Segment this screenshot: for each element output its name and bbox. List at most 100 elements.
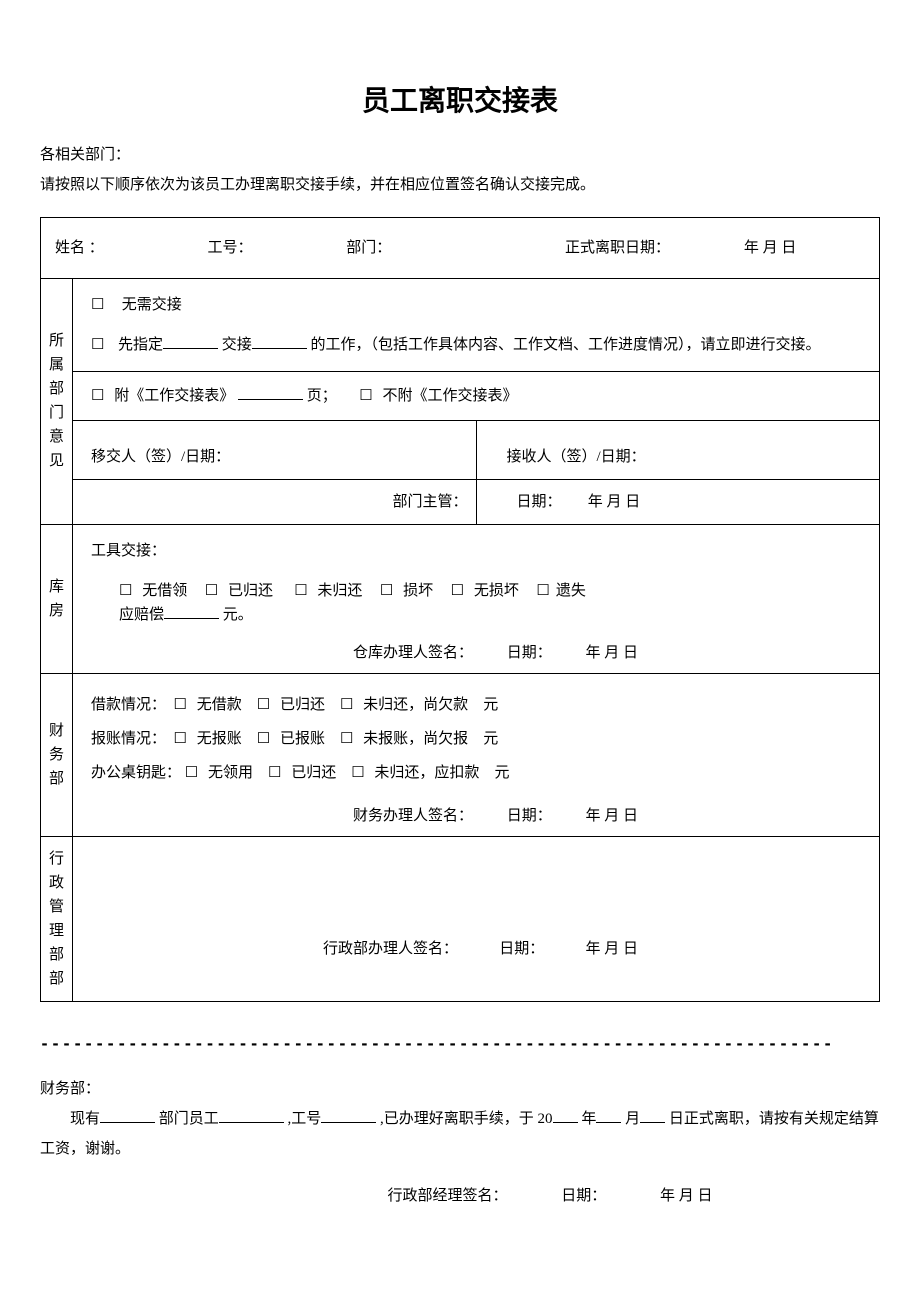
receiver-sig-label: 接收人（签）/日期： <box>507 449 646 465</box>
loan-unit: 元 <box>483 697 498 713</box>
checkbox-icon[interactable]: ☐ <box>268 764 281 781</box>
checkbox-icon[interactable]: ☐ <box>185 764 198 781</box>
section3-header: 财务部 <box>41 673 73 836</box>
checkbox-icon[interactable]: ☐ <box>91 296 104 313</box>
blank-field[interactable] <box>553 1108 578 1123</box>
fb6: 月 <box>625 1111 640 1127</box>
footer-signature: 行政部经理签名： 日期： 年 月 日 <box>40 1184 880 1208</box>
warehouse-sig-label: 仓库办理人签名： <box>353 645 473 661</box>
checkbox-icon[interactable]: ☐ <box>294 582 307 599</box>
compensate-post: 元。 <box>223 607 253 623</box>
footer-date-label: 日期： <box>561 1188 606 1204</box>
attach-post: 页； <box>307 388 337 404</box>
dept-date-cell: 日期： 年 月 日 <box>476 479 880 524</box>
opt2-post: 的工作，（包括工作具体内容、工作文档、工作进度情况），请立即进行交接。 <box>311 337 821 353</box>
fb2: 部门员工 <box>159 1111 219 1127</box>
section2-body: 工具交接： ☐ 无借领 ☐ 已归还 ☐ 未归还 ☐ 损坏 ☐ 无损坏 ☐遗失 应… <box>73 524 880 633</box>
opt-damaged: 损坏 <box>403 583 433 599</box>
key-opt1: 已归还 <box>291 765 336 781</box>
section4-header: 行政管理部部 <box>41 836 73 1001</box>
expense-opt2: 未报账，尚欠报 <box>363 731 468 747</box>
fb1: 现有 <box>70 1111 100 1127</box>
expense-label: 报账情况： <box>91 731 166 747</box>
date-label: 日期： <box>507 808 552 824</box>
checkbox-icon[interactable]: ☐ <box>119 582 132 599</box>
empid-label: 工号： <box>208 240 253 256</box>
section1-attachment: ☐ 附《工作交接表》 页； ☐ 不附《工作交接表》 <box>73 371 880 420</box>
checkbox-icon[interactable]: ☐ <box>359 387 372 404</box>
fb3: ,工号 <box>288 1111 322 1127</box>
blank-field[interactable] <box>164 604 219 619</box>
date-suffix: 年 月 日 <box>586 808 639 824</box>
finance-body: 现有 部门员工 ,工号 ,已办理好离职手续，于 20 年 月 日正式离职，请按有… <box>40 1104 880 1164</box>
blank-field[interactable] <box>321 1108 376 1123</box>
blank-field[interactable] <box>163 334 218 349</box>
date-label: 日期： <box>517 494 562 510</box>
blank-field[interactable] <box>100 1108 155 1123</box>
finance-notice-block: 财务部： 现有 部门员工 ,工号 ,已办理好离职手续，于 20 年 月 日正式离… <box>40 1074 880 1164</box>
checkbox-icon[interactable]: ☐ <box>174 730 187 747</box>
loan-label: 借款情况： <box>91 697 166 713</box>
key-opt2: 未归还，应扣款 <box>374 765 479 781</box>
separator-line: ----------------------------------------… <box>40 1032 880 1056</box>
blank-field[interactable] <box>252 334 307 349</box>
handover-sig-cell: 移交人（签）/日期： <box>73 420 476 479</box>
checkbox-icon[interactable]: ☐ <box>91 387 104 404</box>
opt-notreturned: 未归还 <box>317 583 362 599</box>
fb4: ,已办理好离职手续，于 20 <box>380 1111 553 1127</box>
page-title: 员工离职交接表 <box>40 80 880 125</box>
blank-field[interactable] <box>596 1108 621 1123</box>
checkbox-icon[interactable]: ☐ <box>340 730 353 747</box>
tools-label: 工具交接： <box>91 539 861 563</box>
blank-field[interactable] <box>640 1108 665 1123</box>
section4-sig: 行政部办理人签名： 日期： 年 月 日 <box>73 896 880 1001</box>
section1-options: ☐ 无需交接 ☐ 先指定 交接 的工作，（包括工作具体内容、工作文档、工作进度情… <box>73 278 880 371</box>
loan-opt0: 无借款 <box>197 697 242 713</box>
opt-notdamaged: 无损坏 <box>474 583 519 599</box>
checkbox-icon[interactable]: ☐ <box>205 582 218 599</box>
blank-field[interactable] <box>219 1108 284 1123</box>
name-label: 姓名 ： <box>55 240 104 256</box>
key-unit: 元 <box>494 765 509 781</box>
checkbox-icon[interactable]: ☐ <box>536 582 549 599</box>
opt-lost: 遗失 <box>556 583 586 599</box>
date-suffix: 年 月 日 <box>586 645 639 661</box>
section1-header: 所属部门意见 <box>41 278 73 524</box>
section4-body <box>73 836 880 896</box>
loan-opt2: 未归还，尚欠款 <box>363 697 468 713</box>
checkbox-icon[interactable]: ☐ <box>257 730 270 747</box>
expense-opt0: 无报账 <box>197 731 242 747</box>
checkbox-icon[interactable]: ☐ <box>351 764 364 781</box>
opt-noloan: 无借领 <box>142 583 187 599</box>
handover-table: 姓名 ： 工号： 部门： 正式离职日期： 年 月 日 所属部门意见 ☐ 无需交接… <box>40 217 880 1002</box>
admin-mgr-sig-label: 行政部经理签名： <box>387 1188 507 1204</box>
checkbox-icon[interactable]: ☐ <box>174 696 187 713</box>
footer-date-suffix: 年 月 日 <box>660 1188 713 1204</box>
finance-to: 财务部： <box>40 1074 880 1104</box>
checkbox-icon[interactable]: ☐ <box>257 696 270 713</box>
section2-sig: 仓库办理人签名： 日期： 年 月 日 <box>73 633 880 674</box>
key-opt0: 无领用 <box>208 765 253 781</box>
checkbox-icon[interactable]: ☐ <box>380 582 393 599</box>
expense-unit: 元 <box>483 731 498 747</box>
no-attach: 不附《工作交接表》 <box>382 388 517 404</box>
opt2-mid: 交接 <box>222 337 252 353</box>
key-label: 办公桌钥匙： <box>91 765 181 781</box>
section2-header: 库房 <box>41 524 73 673</box>
loan-opt1: 已归还 <box>280 697 325 713</box>
checkbox-icon[interactable]: ☐ <box>340 696 353 713</box>
receiver-sig-cell: 接收人（签）/日期： <box>476 420 880 479</box>
dept-supervisor-cell: 部门主管： <box>73 479 476 524</box>
opt2-pre: 先指定 <box>118 337 163 353</box>
expense-opt1: 已报账 <box>280 731 325 747</box>
blank-field[interactable] <box>238 385 303 400</box>
date-suffix: 年 月 日 <box>588 494 641 510</box>
leavedate-suffix: 年 月 日 <box>744 240 797 256</box>
attach-pre: 附《工作交接表》 <box>114 388 234 404</box>
section3-body: 借款情况： ☐ 无借款 ☐ 已归还 ☐ 未归还，尚欠款 元 报账情况： ☐ 无报… <box>73 673 880 796</box>
date-suffix: 年 月 日 <box>586 941 639 957</box>
date-label: 日期： <box>507 645 552 661</box>
section3-sig: 财务办理人签名： 日期： 年 月 日 <box>73 796 880 837</box>
checkbox-icon[interactable]: ☐ <box>91 336 104 353</box>
checkbox-icon[interactable]: ☐ <box>451 582 464 599</box>
